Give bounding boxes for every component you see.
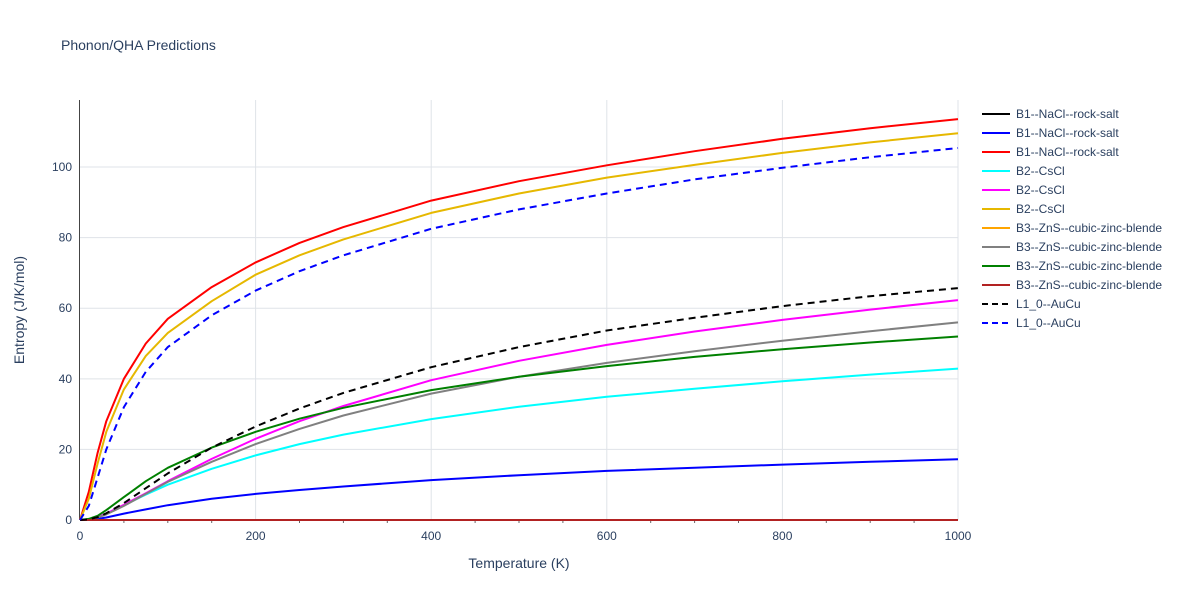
y-tick-label: 0: [65, 513, 72, 527]
x-tick-label: 0: [77, 529, 84, 543]
grid: [80, 100, 959, 521]
y-tick-label: 60: [59, 301, 73, 315]
x-tick-label: 400: [421, 529, 441, 543]
y-tick-label: 40: [59, 372, 73, 386]
series-line-7: [79, 321, 959, 521]
series-line-1: [79, 458, 959, 521]
legend-label: B3--ZnS--cubic-zinc-blende: [1016, 259, 1162, 273]
series-line-2: [79, 118, 959, 521]
x-axis-title: Temperature (K): [468, 555, 569, 571]
x-tick-label: 800: [772, 529, 792, 543]
series-line-11: [79, 147, 959, 521]
y-tick-label: 80: [59, 231, 73, 245]
y-axis-title: Entropy (J/K/mol): [11, 256, 27, 364]
legend-label: B3--ZnS--cubic-zinc-blende: [1016, 221, 1162, 235]
series-line-3: [79, 367, 959, 521]
legend-label: B1--NaCl--rock-salt: [1016, 126, 1119, 140]
legend-label: B1--NaCl--rock-salt: [1016, 107, 1119, 121]
x-tick-label: 600: [597, 529, 617, 543]
x-tick-label: 1000: [945, 529, 972, 543]
legend[interactable]: B1--NaCl--rock-salt B1--NaCl--rock-salt B1…: [982, 107, 1162, 330]
y-tick-label: 100: [52, 160, 72, 174]
legend-label: B2--CsCl: [1016, 164, 1065, 178]
x-axis-ticks: 0 200 400 600 800 1000: [77, 520, 972, 543]
legend-label: L1_0--AuCu: [1016, 297, 1081, 311]
legend-item[interactable]: B1--NaCl--rock-salt: [982, 145, 1119, 159]
series-line-5: [79, 132, 959, 521]
legend-item[interactable]: B2--CsCl: [982, 164, 1065, 178]
series-line-10: [79, 287, 959, 521]
legend-label: B1--NaCl--rock-salt: [1016, 145, 1119, 159]
legend-item[interactable]: B1--NaCl--rock-salt: [982, 126, 1119, 140]
legend-label: B2--CsCl: [1016, 202, 1065, 216]
y-tick-label: 20: [59, 442, 73, 456]
x-tick-label: 200: [246, 529, 266, 543]
series-line-8: [79, 335, 959, 521]
legend-item[interactable]: B3--ZnS--cubic-zinc-blende: [982, 278, 1162, 292]
legend-item[interactable]: B3--ZnS--cubic-zinc-blende: [982, 240, 1162, 254]
legend-item[interactable]: B3--ZnS--cubic-zinc-blende: [982, 221, 1162, 235]
legend-label: L1_0--AuCu: [1016, 316, 1081, 330]
legend-item[interactable]: B1--NaCl--rock-salt: [982, 107, 1119, 121]
y-axis-ticks: 0 20 40 60 80 100: [52, 160, 72, 527]
legend-item[interactable]: B2--CsCl: [982, 202, 1065, 216]
legend-item[interactable]: L1_0--AuCu: [982, 297, 1081, 311]
legend-item[interactable]: B3--ZnS--cubic-zinc-blende: [982, 259, 1162, 273]
series-line-4: [79, 299, 959, 521]
legend-item[interactable]: B2--CsCl: [982, 183, 1065, 197]
legend-label: B2--CsCl: [1016, 183, 1065, 197]
legend-label: B3--ZnS--cubic-zinc-blende: [1016, 240, 1162, 254]
legend-label: B3--ZnS--cubic-zinc-blende: [1016, 278, 1162, 292]
chart-title: Phonon/QHA Predictions: [61, 37, 216, 53]
legend-item[interactable]: L1_0--AuCu: [982, 316, 1081, 330]
plot-area: [79, 118, 959, 521]
